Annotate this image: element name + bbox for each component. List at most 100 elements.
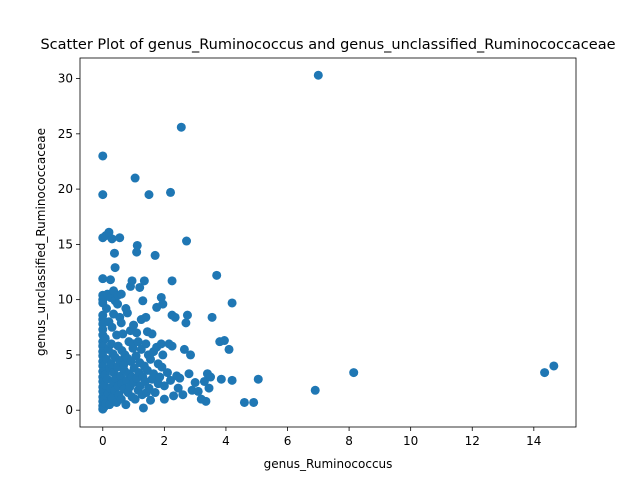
data-point-111 — [132, 240, 142, 250]
data-point-170 — [181, 318, 191, 328]
data-point-197 — [349, 368, 359, 378]
data-point-47 — [106, 339, 116, 349]
data-point-150 — [157, 362, 167, 372]
y-tick-label: 20 — [58, 182, 73, 196]
data-point-127 — [141, 312, 151, 322]
data-point-165 — [173, 383, 183, 393]
data-point-86 — [121, 400, 131, 410]
data-point-184 — [207, 312, 217, 322]
data-point-176 — [190, 378, 200, 388]
y-tick-label: 15 — [58, 237, 73, 251]
x-tick-label: 0 — [99, 434, 107, 448]
data-point-3 — [98, 274, 108, 284]
x-tick-label: 8 — [345, 434, 353, 448]
x-axis: 0 2 4 6 8 10 12 14 — [99, 427, 541, 448]
data-point-187 — [216, 374, 226, 384]
data-point-163 — [170, 312, 180, 322]
y-tick-label: 25 — [58, 127, 73, 141]
data-point-190 — [227, 298, 237, 308]
y-tick-label: 0 — [65, 403, 73, 417]
data-point-49 — [107, 234, 117, 244]
data-point-168 — [178, 390, 188, 400]
data-point-107 — [131, 351, 141, 361]
y-tick-label: 30 — [58, 72, 73, 86]
data-point-75 — [116, 289, 126, 299]
data-point-105 — [130, 173, 140, 183]
data-point-109 — [132, 328, 142, 338]
data-point-101 — [129, 320, 139, 330]
data-point-167 — [176, 122, 186, 132]
data-point-97 — [127, 276, 137, 286]
data-point-71 — [115, 233, 125, 243]
data-point-121 — [138, 296, 148, 306]
data-point-137 — [147, 329, 157, 339]
data-point-199 — [549, 361, 559, 371]
data-point-194 — [253, 374, 263, 384]
data-point-151 — [158, 299, 168, 309]
data-point-141 — [150, 250, 160, 260]
data-point-153 — [159, 381, 169, 391]
data-point-169 — [179, 344, 189, 354]
x-axis-label: genus_Ruminococcus — [264, 457, 393, 471]
data-point-31 — [100, 333, 110, 343]
data-point-124 — [139, 276, 149, 286]
x-tick-label: 4 — [222, 434, 230, 448]
data-point-50 — [107, 322, 117, 332]
data-point-88 — [122, 308, 132, 318]
data-point-188 — [219, 336, 229, 346]
data-point-198 — [540, 368, 550, 378]
data-point-133 — [144, 190, 154, 200]
x-tick-label: 6 — [284, 434, 292, 448]
data-point-160 — [167, 341, 177, 351]
data-point-58 — [110, 263, 120, 273]
y-tick-label: 5 — [65, 348, 73, 362]
data-point-155 — [162, 368, 172, 378]
data-point-159 — [167, 276, 177, 286]
data-point-157 — [166, 187, 176, 197]
data-point-65 — [113, 299, 123, 309]
data-point-76 — [116, 318, 126, 328]
data-point-147 — [155, 372, 165, 382]
data-point-115 — [135, 282, 145, 292]
data-point-57 — [109, 248, 119, 258]
data-point-166 — [175, 373, 185, 383]
data-point-126 — [140, 376, 150, 386]
data-point-173 — [184, 369, 194, 379]
data-point-149 — [156, 339, 166, 349]
y-tick-label: 10 — [58, 293, 73, 307]
plot-frame — [79, 57, 577, 428]
points-layer — [98, 70, 559, 414]
data-point-123 — [138, 403, 148, 413]
data-point-1 — [98, 190, 108, 200]
data-point-154 — [159, 394, 169, 404]
x-tick-label: 10 — [403, 434, 418, 448]
data-point-191 — [227, 375, 237, 385]
data-point-135 — [146, 354, 156, 364]
x-tick-label: 14 — [526, 434, 541, 448]
data-point-180 — [201, 396, 211, 406]
data-point-44 — [105, 275, 115, 285]
data-point-183 — [206, 372, 216, 382]
data-point-172 — [182, 310, 192, 320]
data-point-128 — [141, 339, 151, 349]
data-point-112 — [133, 337, 143, 347]
data-point-177 — [193, 386, 203, 396]
data-point-142 — [150, 388, 160, 398]
y-axis: 0 5 10 15 20 25 30 — [58, 72, 80, 417]
data-point-182 — [204, 383, 214, 393]
data-point-106 — [130, 394, 140, 404]
data-point-193 — [249, 397, 259, 407]
data-point-185 — [212, 270, 222, 280]
y-axis-label: genus_unclassified_Ruminococcaceae — [34, 128, 48, 356]
data-point-192 — [239, 397, 249, 407]
x-tick-label: 2 — [161, 434, 169, 448]
data-point-174 — [186, 350, 196, 360]
data-point-162 — [169, 391, 179, 401]
x-tick-label: 12 — [465, 434, 480, 448]
data-point-35 — [101, 304, 111, 313]
data-point-195 — [310, 385, 320, 395]
data-point-0 — [98, 151, 108, 161]
data-point-196 — [313, 70, 323, 80]
chart-title: Scatter Plot of genus_Ruminococcus and g… — [40, 37, 615, 53]
